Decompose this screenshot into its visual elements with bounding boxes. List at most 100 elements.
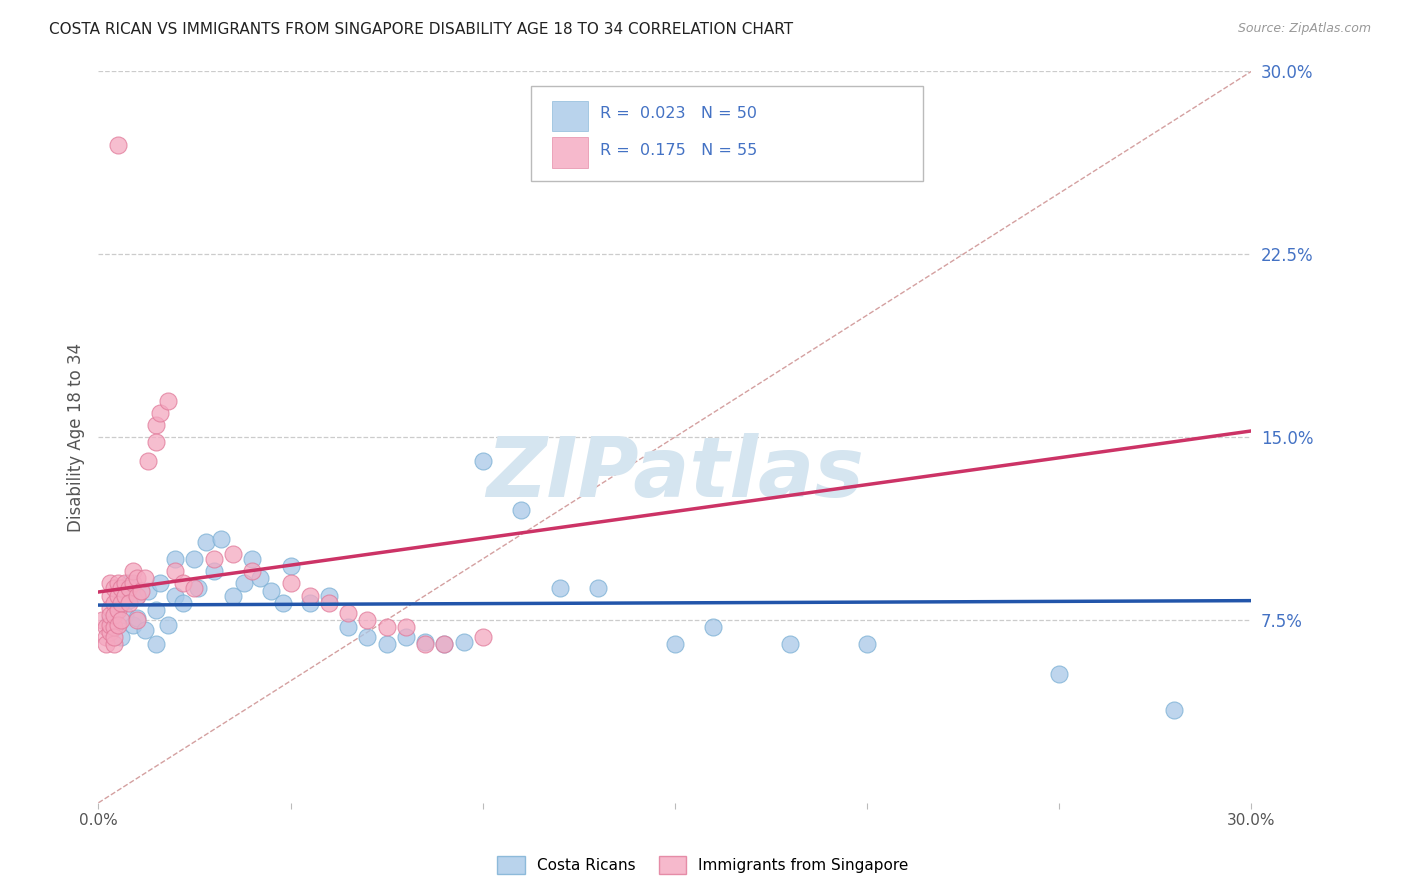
Point: [202, 552, 225, 566]
Point: [122, 576, 145, 591]
Point: [222, 589, 245, 603]
Point: [98, 589, 121, 603]
FancyBboxPatch shape: [551, 137, 589, 168]
FancyBboxPatch shape: [551, 101, 589, 131]
Point: [110, 596, 132, 610]
Point: [779, 637, 801, 651]
Point: [110, 613, 132, 627]
Point: [107, 589, 129, 603]
Point: [149, 406, 172, 420]
Point: [664, 637, 686, 651]
Point: [98, 600, 121, 615]
Point: [165, 552, 187, 566]
Point: [249, 572, 271, 586]
Point: [156, 617, 179, 632]
Y-axis label: Disability Age 18 to 34: Disability Age 18 to 34: [66, 343, 84, 532]
Point: [110, 630, 132, 644]
Text: COSTA RICAN VS IMMIGRANTS FROM SINGAPORE DISABILITY AGE 18 TO 34 CORRELATION CHA: COSTA RICAN VS IMMIGRANTS FROM SINGAPORE…: [49, 22, 793, 37]
Point: [433, 637, 456, 651]
Point: [114, 608, 136, 623]
Point: [187, 581, 209, 595]
Point: [471, 454, 494, 468]
Point: [298, 596, 321, 610]
Point: [103, 608, 125, 623]
Point: [98, 625, 121, 640]
Point: [172, 596, 194, 610]
Point: [413, 637, 436, 651]
Text: R =  0.175   N = 55: R = 0.175 N = 55: [600, 143, 758, 158]
Point: [395, 630, 418, 644]
Point: [183, 552, 205, 566]
Point: [98, 617, 121, 632]
Point: [118, 596, 141, 610]
Point: [98, 576, 121, 591]
Point: [107, 137, 129, 152]
Point: [103, 620, 125, 634]
Point: [356, 630, 378, 644]
Point: [222, 547, 245, 561]
Point: [138, 454, 160, 468]
Point: [107, 603, 129, 617]
Point: [280, 559, 302, 574]
Point: [240, 552, 263, 566]
Point: [337, 606, 360, 620]
Text: Source: ZipAtlas.com: Source: ZipAtlas.com: [1237, 22, 1371, 36]
Point: [1047, 666, 1070, 681]
Point: [183, 581, 205, 595]
Point: [103, 637, 125, 651]
Point: [413, 635, 436, 649]
Point: [103, 596, 125, 610]
Point: [433, 637, 456, 651]
Point: [125, 613, 148, 627]
Point: [337, 620, 360, 634]
Point: [202, 564, 225, 578]
Point: [145, 603, 167, 617]
Point: [145, 417, 167, 432]
Point: [156, 393, 179, 408]
Point: [145, 434, 167, 449]
Point: [134, 623, 156, 637]
Point: [114, 589, 136, 603]
Point: [103, 630, 125, 644]
Point: [125, 610, 148, 624]
Point: [118, 581, 141, 595]
Point: [129, 583, 152, 598]
Point: [114, 576, 136, 591]
Point: [110, 581, 132, 595]
Point: [280, 576, 302, 591]
Point: [260, 583, 283, 598]
Point: [118, 593, 141, 607]
Point: [107, 576, 129, 591]
Text: ZIPatlas: ZIPatlas: [486, 434, 863, 514]
Point: [94, 637, 117, 651]
Point: [510, 503, 533, 517]
Point: [233, 576, 256, 591]
Point: [1163, 703, 1185, 717]
Point: [94, 630, 117, 644]
Point: [240, 564, 263, 578]
Point: [271, 596, 294, 610]
Point: [702, 620, 724, 634]
Point: [318, 589, 340, 603]
FancyBboxPatch shape: [531, 86, 922, 181]
Point: [165, 564, 187, 578]
Legend: Costa Ricans, Immigrants from Singapore: Costa Ricans, Immigrants from Singapore: [491, 850, 915, 880]
Point: [453, 635, 475, 649]
Point: [125, 589, 148, 603]
Point: [375, 620, 398, 634]
Point: [318, 596, 340, 610]
Point: [471, 630, 494, 644]
Point: [172, 576, 194, 591]
Point: [395, 620, 418, 634]
Point: [149, 576, 172, 591]
Point: [125, 589, 148, 603]
Point: [103, 620, 125, 634]
Point: [298, 589, 321, 603]
Point: [195, 535, 218, 549]
Point: [125, 572, 148, 586]
Point: [91, 613, 114, 627]
Point: [375, 637, 398, 651]
Point: [98, 613, 121, 627]
Point: [209, 533, 232, 547]
Point: [586, 581, 609, 595]
